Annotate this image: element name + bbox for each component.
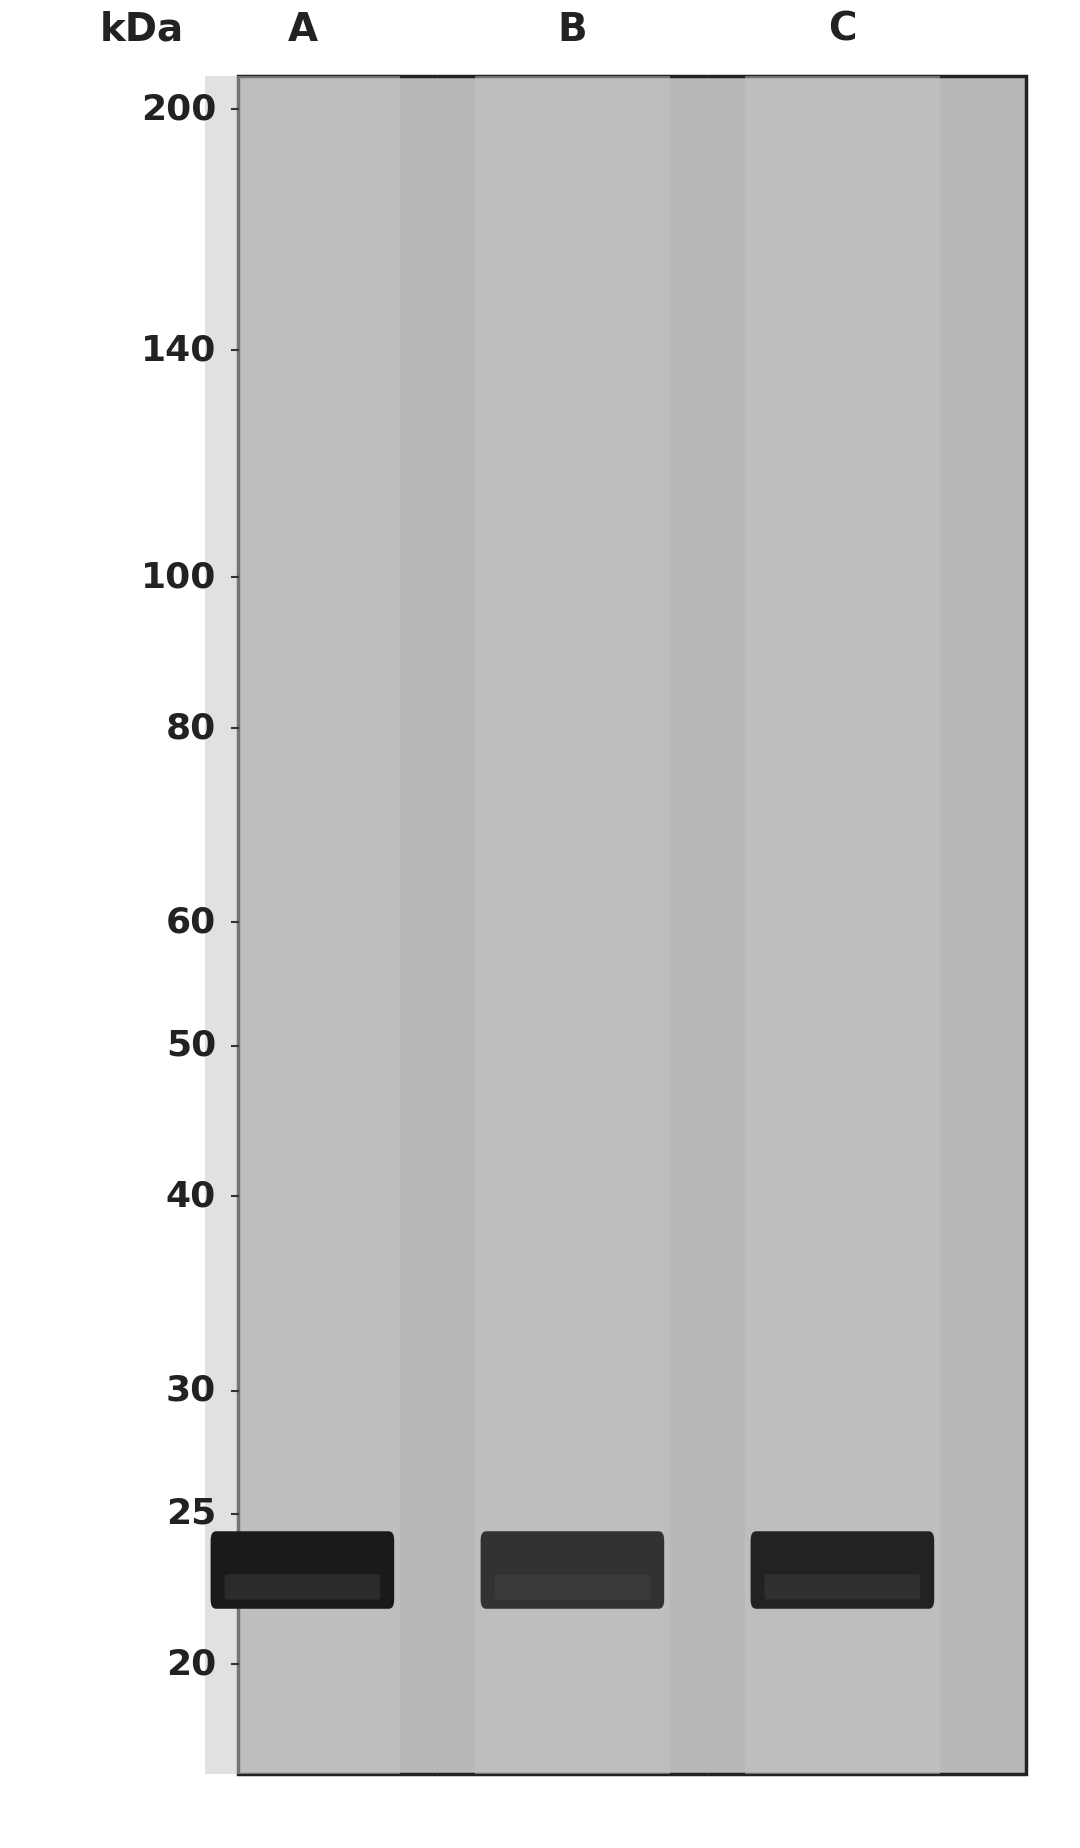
Text: C: C [828,11,856,48]
Text: 60: 60 [165,906,216,939]
FancyBboxPatch shape [745,76,940,1774]
FancyBboxPatch shape [225,1574,380,1600]
Text: kDa: kDa [99,11,184,48]
FancyBboxPatch shape [205,76,400,1774]
Text: A: A [287,11,318,48]
FancyBboxPatch shape [475,76,670,1774]
FancyBboxPatch shape [211,1532,394,1610]
FancyBboxPatch shape [238,76,1026,1774]
Text: 40: 40 [165,1179,216,1214]
Text: 30: 30 [165,1373,216,1408]
Text: 80: 80 [165,711,216,745]
Text: 140: 140 [140,333,216,368]
Text: 25: 25 [165,1497,216,1530]
Text: 50: 50 [165,1029,216,1063]
Text: B: B [557,11,588,48]
FancyBboxPatch shape [481,1532,664,1610]
FancyBboxPatch shape [765,1574,920,1600]
Text: 200: 200 [140,92,216,126]
Text: 100: 100 [140,560,216,595]
FancyBboxPatch shape [495,1574,650,1600]
Text: 20: 20 [165,1647,216,1682]
FancyBboxPatch shape [751,1532,934,1610]
